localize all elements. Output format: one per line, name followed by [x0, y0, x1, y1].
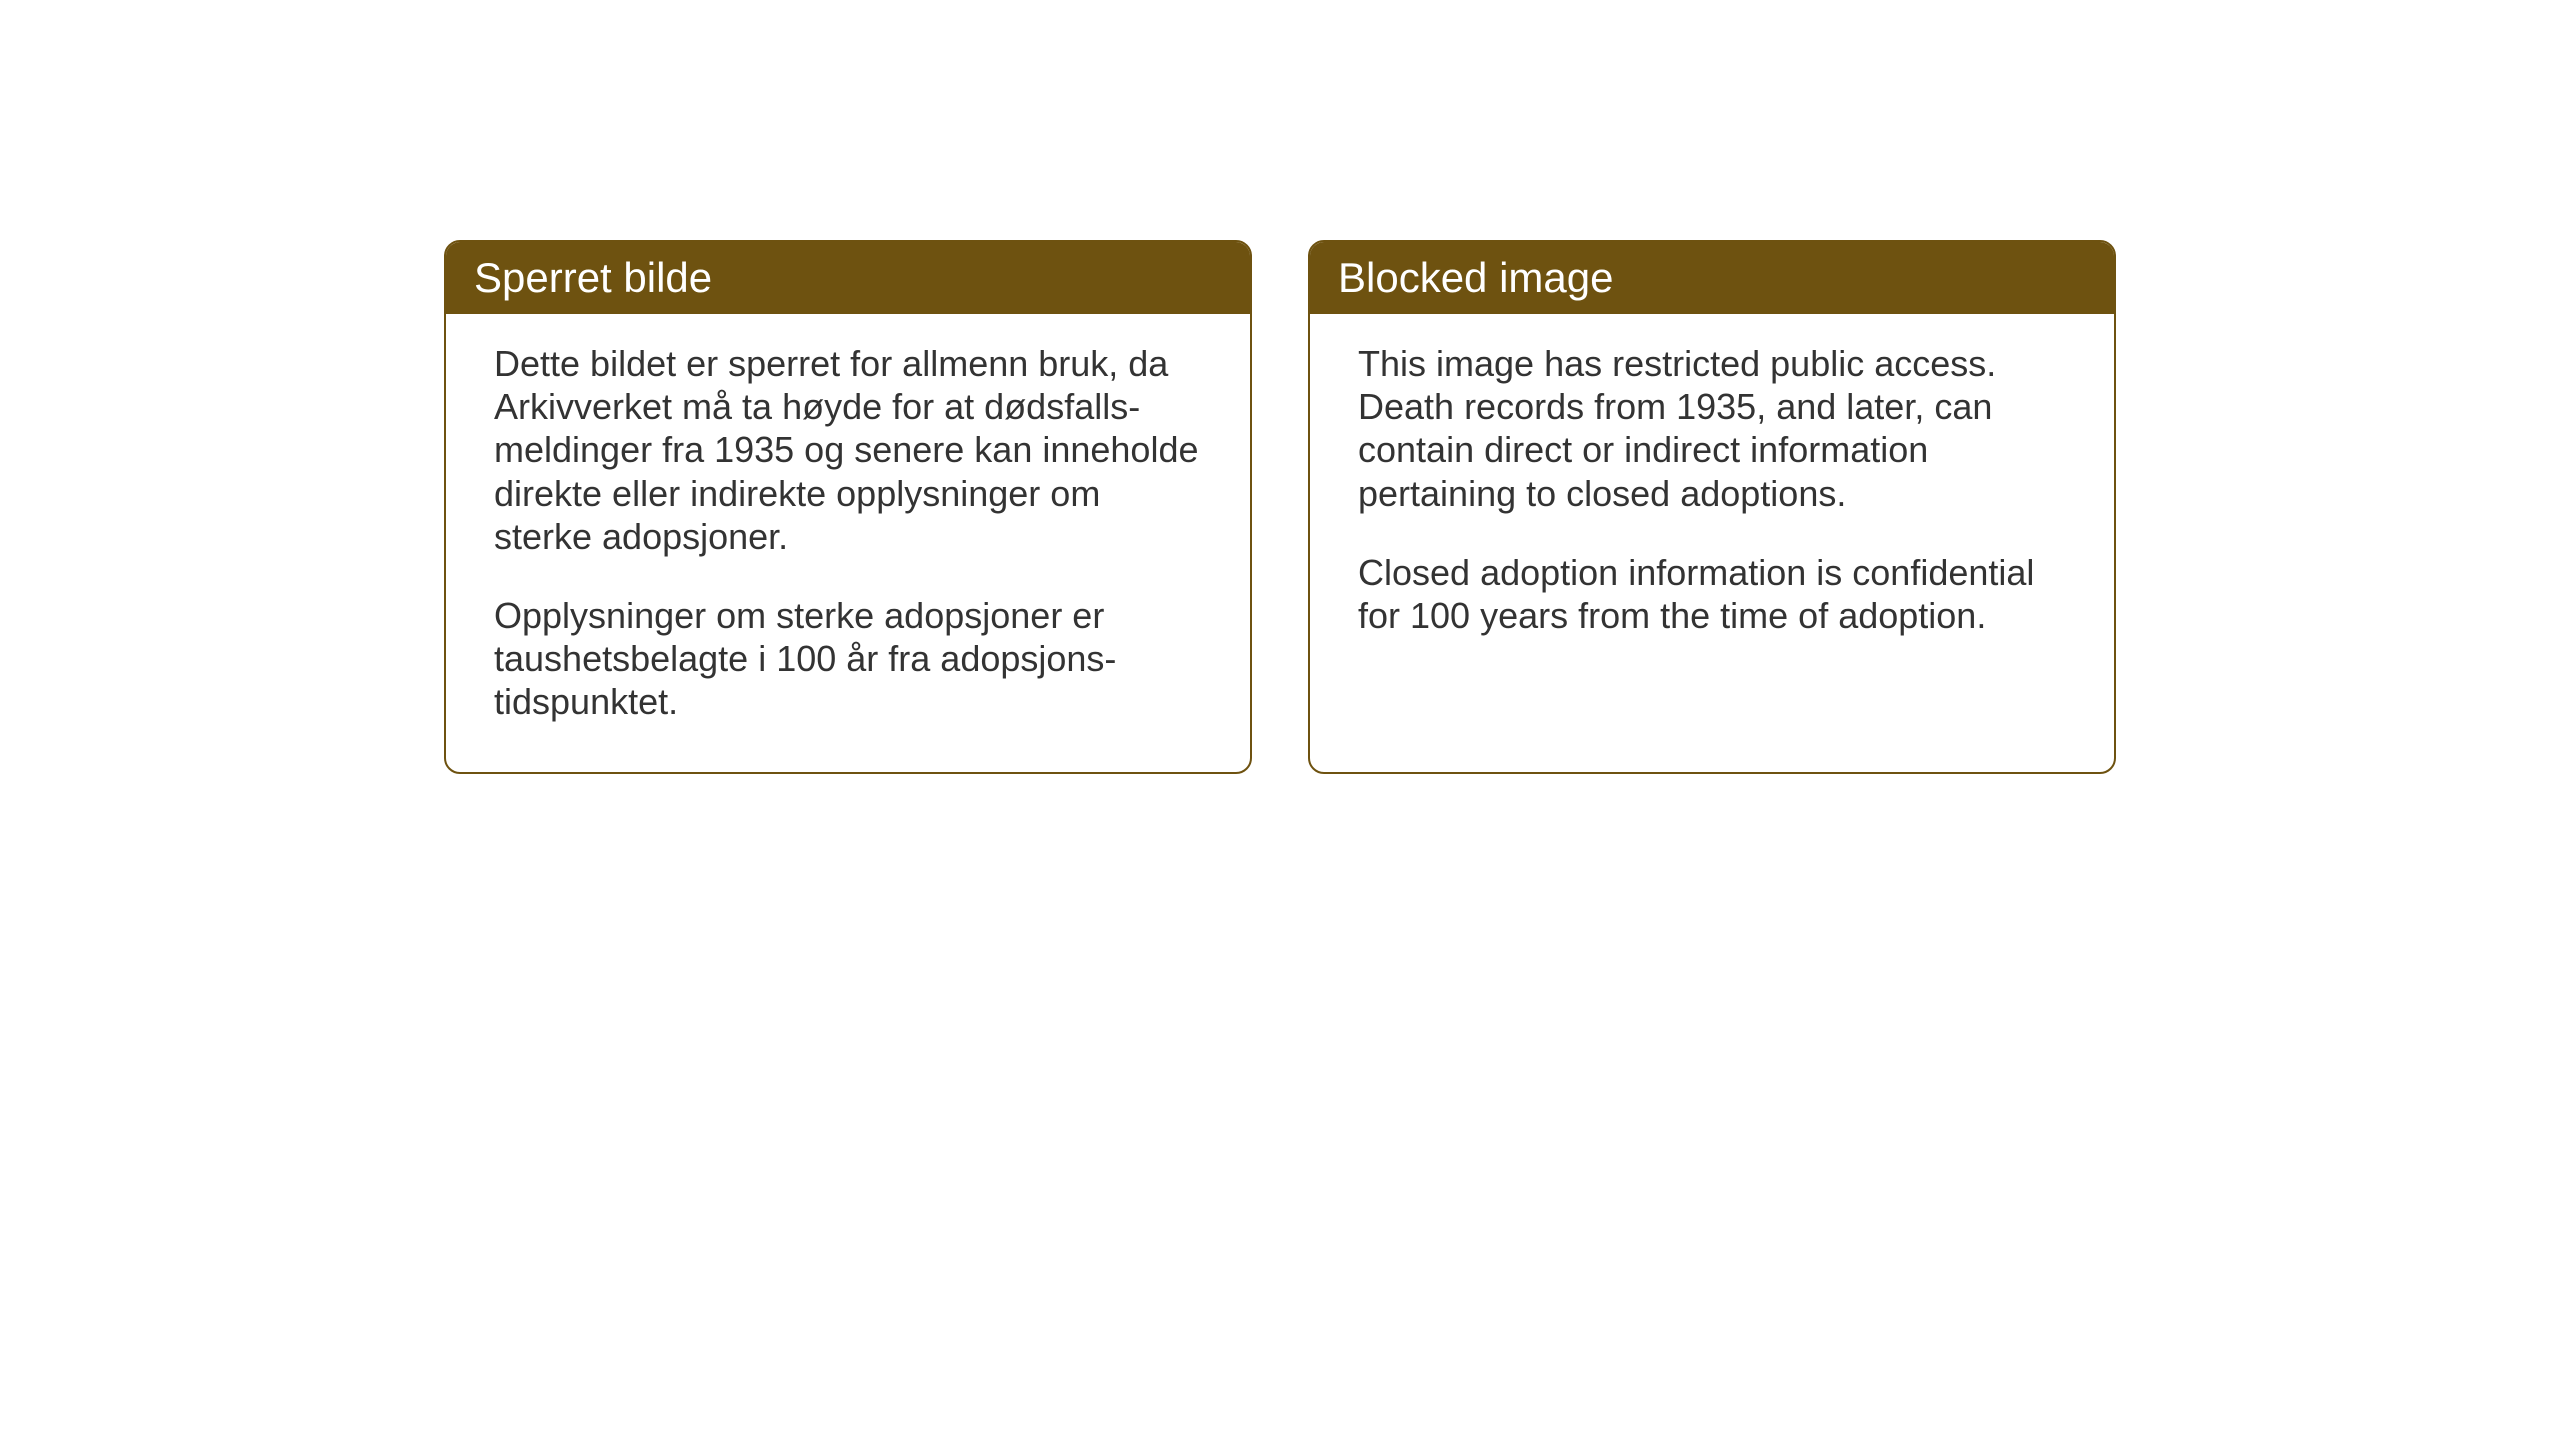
notice-card-english: Blocked image This image has restricted …: [1308, 240, 2116, 774]
notice-card-norwegian: Sperret bilde Dette bildet er sperret fo…: [444, 240, 1252, 774]
card-body: This image has restricted public access.…: [1310, 314, 2114, 685]
card-header: Sperret bilde: [446, 242, 1250, 314]
notice-container: Sperret bilde Dette bildet er sperret fo…: [444, 240, 2116, 774]
card-paragraph-2: Opplysninger om sterke adopsjoner er tau…: [494, 594, 1202, 724]
card-body: Dette bildet er sperret for allmenn bruk…: [446, 314, 1250, 772]
card-paragraph-1: This image has restricted public access.…: [1358, 342, 2066, 515]
card-header: Blocked image: [1310, 242, 2114, 314]
card-paragraph-2: Closed adoption information is confident…: [1358, 551, 2066, 637]
card-title: Sperret bilde: [474, 254, 1222, 302]
card-paragraph-1: Dette bildet er sperret for allmenn bruk…: [494, 342, 1202, 558]
card-title: Blocked image: [1338, 254, 2086, 302]
